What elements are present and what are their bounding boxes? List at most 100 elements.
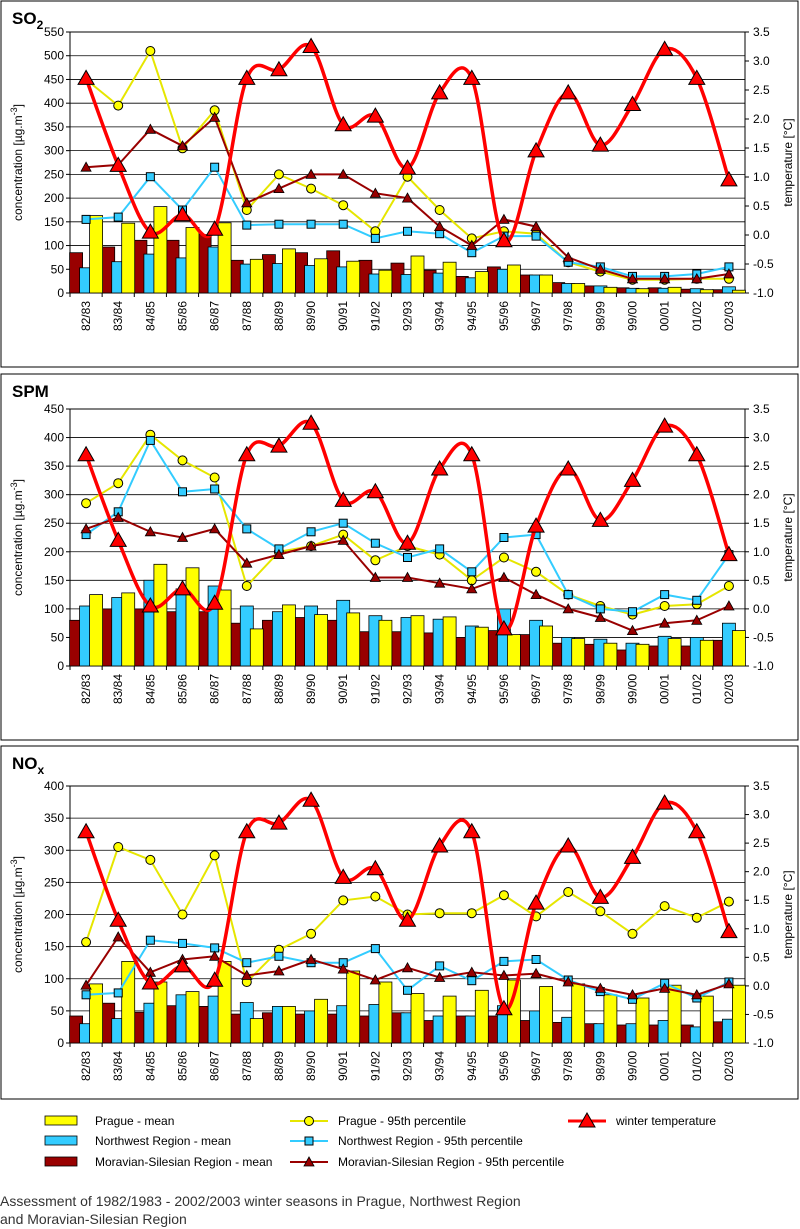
- point-nox: [559, 836, 578, 853]
- bar-spm: [539, 625, 553, 667]
- point-spm: [141, 596, 160, 613]
- legend-label: Prague - 95th percentile: [338, 1114, 466, 1128]
- x-tick-label: 92/93: [401, 674, 415, 704]
- point-so2: [80, 161, 92, 172]
- point-spm: [435, 544, 445, 554]
- point-spm: [242, 524, 252, 534]
- point-so2: [559, 83, 578, 100]
- y-tick-label: 500: [44, 49, 64, 63]
- point-so2: [173, 205, 192, 222]
- bar-spm: [249, 628, 264, 667]
- point-nox: [273, 965, 285, 976]
- bar-spm: [699, 639, 714, 667]
- y2-tick-label: 1.0: [753, 170, 770, 184]
- x-tick-label: 98/99: [593, 1051, 607, 1081]
- bar-so2: [699, 289, 714, 294]
- point-nox: [274, 951, 284, 961]
- point-nox: [467, 976, 477, 986]
- legend-swatch: [44, 1135, 78, 1146]
- y2-tick-label: 3.0: [753, 431, 770, 445]
- legend-item: Prague - mean: [44, 1114, 174, 1128]
- x-tick-label: 93/94: [433, 674, 447, 704]
- y-tick-label: 300: [44, 144, 64, 158]
- point-nox: [208, 950, 221, 961]
- y2-tick-label: 0.5: [753, 573, 770, 587]
- point-so2: [370, 233, 380, 243]
- point-spm: [144, 525, 157, 537]
- y-tick-label: 250: [44, 516, 64, 530]
- point-nox: [302, 791, 320, 807]
- point-so2: [530, 220, 542, 232]
- point-nox: [691, 988, 703, 1000]
- point-spm: [659, 601, 670, 611]
- y-tick-label: 50: [51, 630, 65, 644]
- y2-axis-label: temperature [°C]: [781, 493, 795, 581]
- legend-item: Moravian-Silesian Region - 95th percenti…: [290, 1155, 564, 1169]
- point-spm: [205, 594, 224, 610]
- point-nox: [563, 887, 574, 897]
- point-spm: [626, 624, 639, 635]
- x-tick-label: 85/86: [176, 1051, 190, 1081]
- x-tick-label: 84/85: [143, 1051, 157, 1081]
- bar-nox: [699, 995, 714, 1044]
- point-nox: [242, 958, 252, 968]
- x-tick-label: 00/01: [658, 1051, 672, 1081]
- bar-nox: [667, 984, 682, 1044]
- point-spm: [370, 538, 380, 548]
- point-so2: [434, 205, 445, 215]
- point-so2: [527, 141, 545, 158]
- x-tick-label: 82/83: [79, 301, 93, 331]
- point-so2: [242, 220, 252, 230]
- legend-item: Prague - 95th percentile: [290, 1114, 466, 1128]
- bar-so2: [410, 255, 425, 294]
- x-tick-label: 94/95: [465, 301, 479, 331]
- y2-tick-label: 2.0: [753, 488, 770, 502]
- point-spm: [306, 527, 316, 537]
- caption: Assessment of 1982/1983 - 2002/2003 wint…: [0, 1192, 640, 1228]
- x-tick-label: 96/97: [529, 674, 543, 704]
- point-so2: [144, 123, 157, 134]
- bar-spm: [314, 614, 329, 667]
- bar-nox: [635, 997, 650, 1044]
- point-nox: [562, 976, 574, 987]
- x-tick-label: 02/03: [722, 674, 736, 704]
- point-spm: [723, 600, 735, 611]
- bar-spm: [89, 594, 103, 667]
- point-nox: [659, 901, 670, 912]
- point-nox: [462, 822, 481, 839]
- point-nox: [177, 909, 188, 920]
- line-spm-winter-temperature: [84, 419, 731, 632]
- bar-spm: [603, 642, 618, 667]
- point-spm: [594, 611, 607, 622]
- bar-spm: [732, 630, 746, 667]
- legend-label: Moravian-Silesian Region - 95th percenti…: [338, 1155, 564, 1169]
- x-tick-label: 97/98: [561, 301, 575, 331]
- point-spm: [176, 531, 189, 542]
- y2-tick-label: 3.0: [753, 54, 770, 68]
- x-tick-label: 01/02: [690, 1051, 704, 1081]
- point-spm: [531, 566, 542, 577]
- x-tick-label: 97/98: [561, 1051, 575, 1081]
- bar-so2: [217, 222, 232, 294]
- bar-nox: [185, 991, 200, 1044]
- point-spm: [498, 552, 509, 563]
- y-tick-label: 200: [44, 908, 64, 922]
- x-tick-label: 91/92: [368, 301, 382, 331]
- point-spm: [403, 553, 412, 562]
- point-nox: [691, 912, 702, 923]
- bar-spm: [153, 563, 168, 667]
- point-so2: [338, 219, 348, 229]
- point-so2: [498, 213, 510, 224]
- point-spm: [109, 531, 128, 547]
- point-so2: [562, 251, 574, 262]
- point-spm: [112, 511, 124, 522]
- y-tick-label: 0: [57, 659, 64, 673]
- point-so2: [398, 159, 417, 175]
- point-spm: [113, 478, 124, 489]
- point-spm: [660, 590, 670, 600]
- y2-tick-label: -0.5: [753, 1007, 774, 1021]
- point-spm: [692, 595, 702, 605]
- point-so2: [306, 183, 317, 194]
- point-so2: [205, 220, 224, 236]
